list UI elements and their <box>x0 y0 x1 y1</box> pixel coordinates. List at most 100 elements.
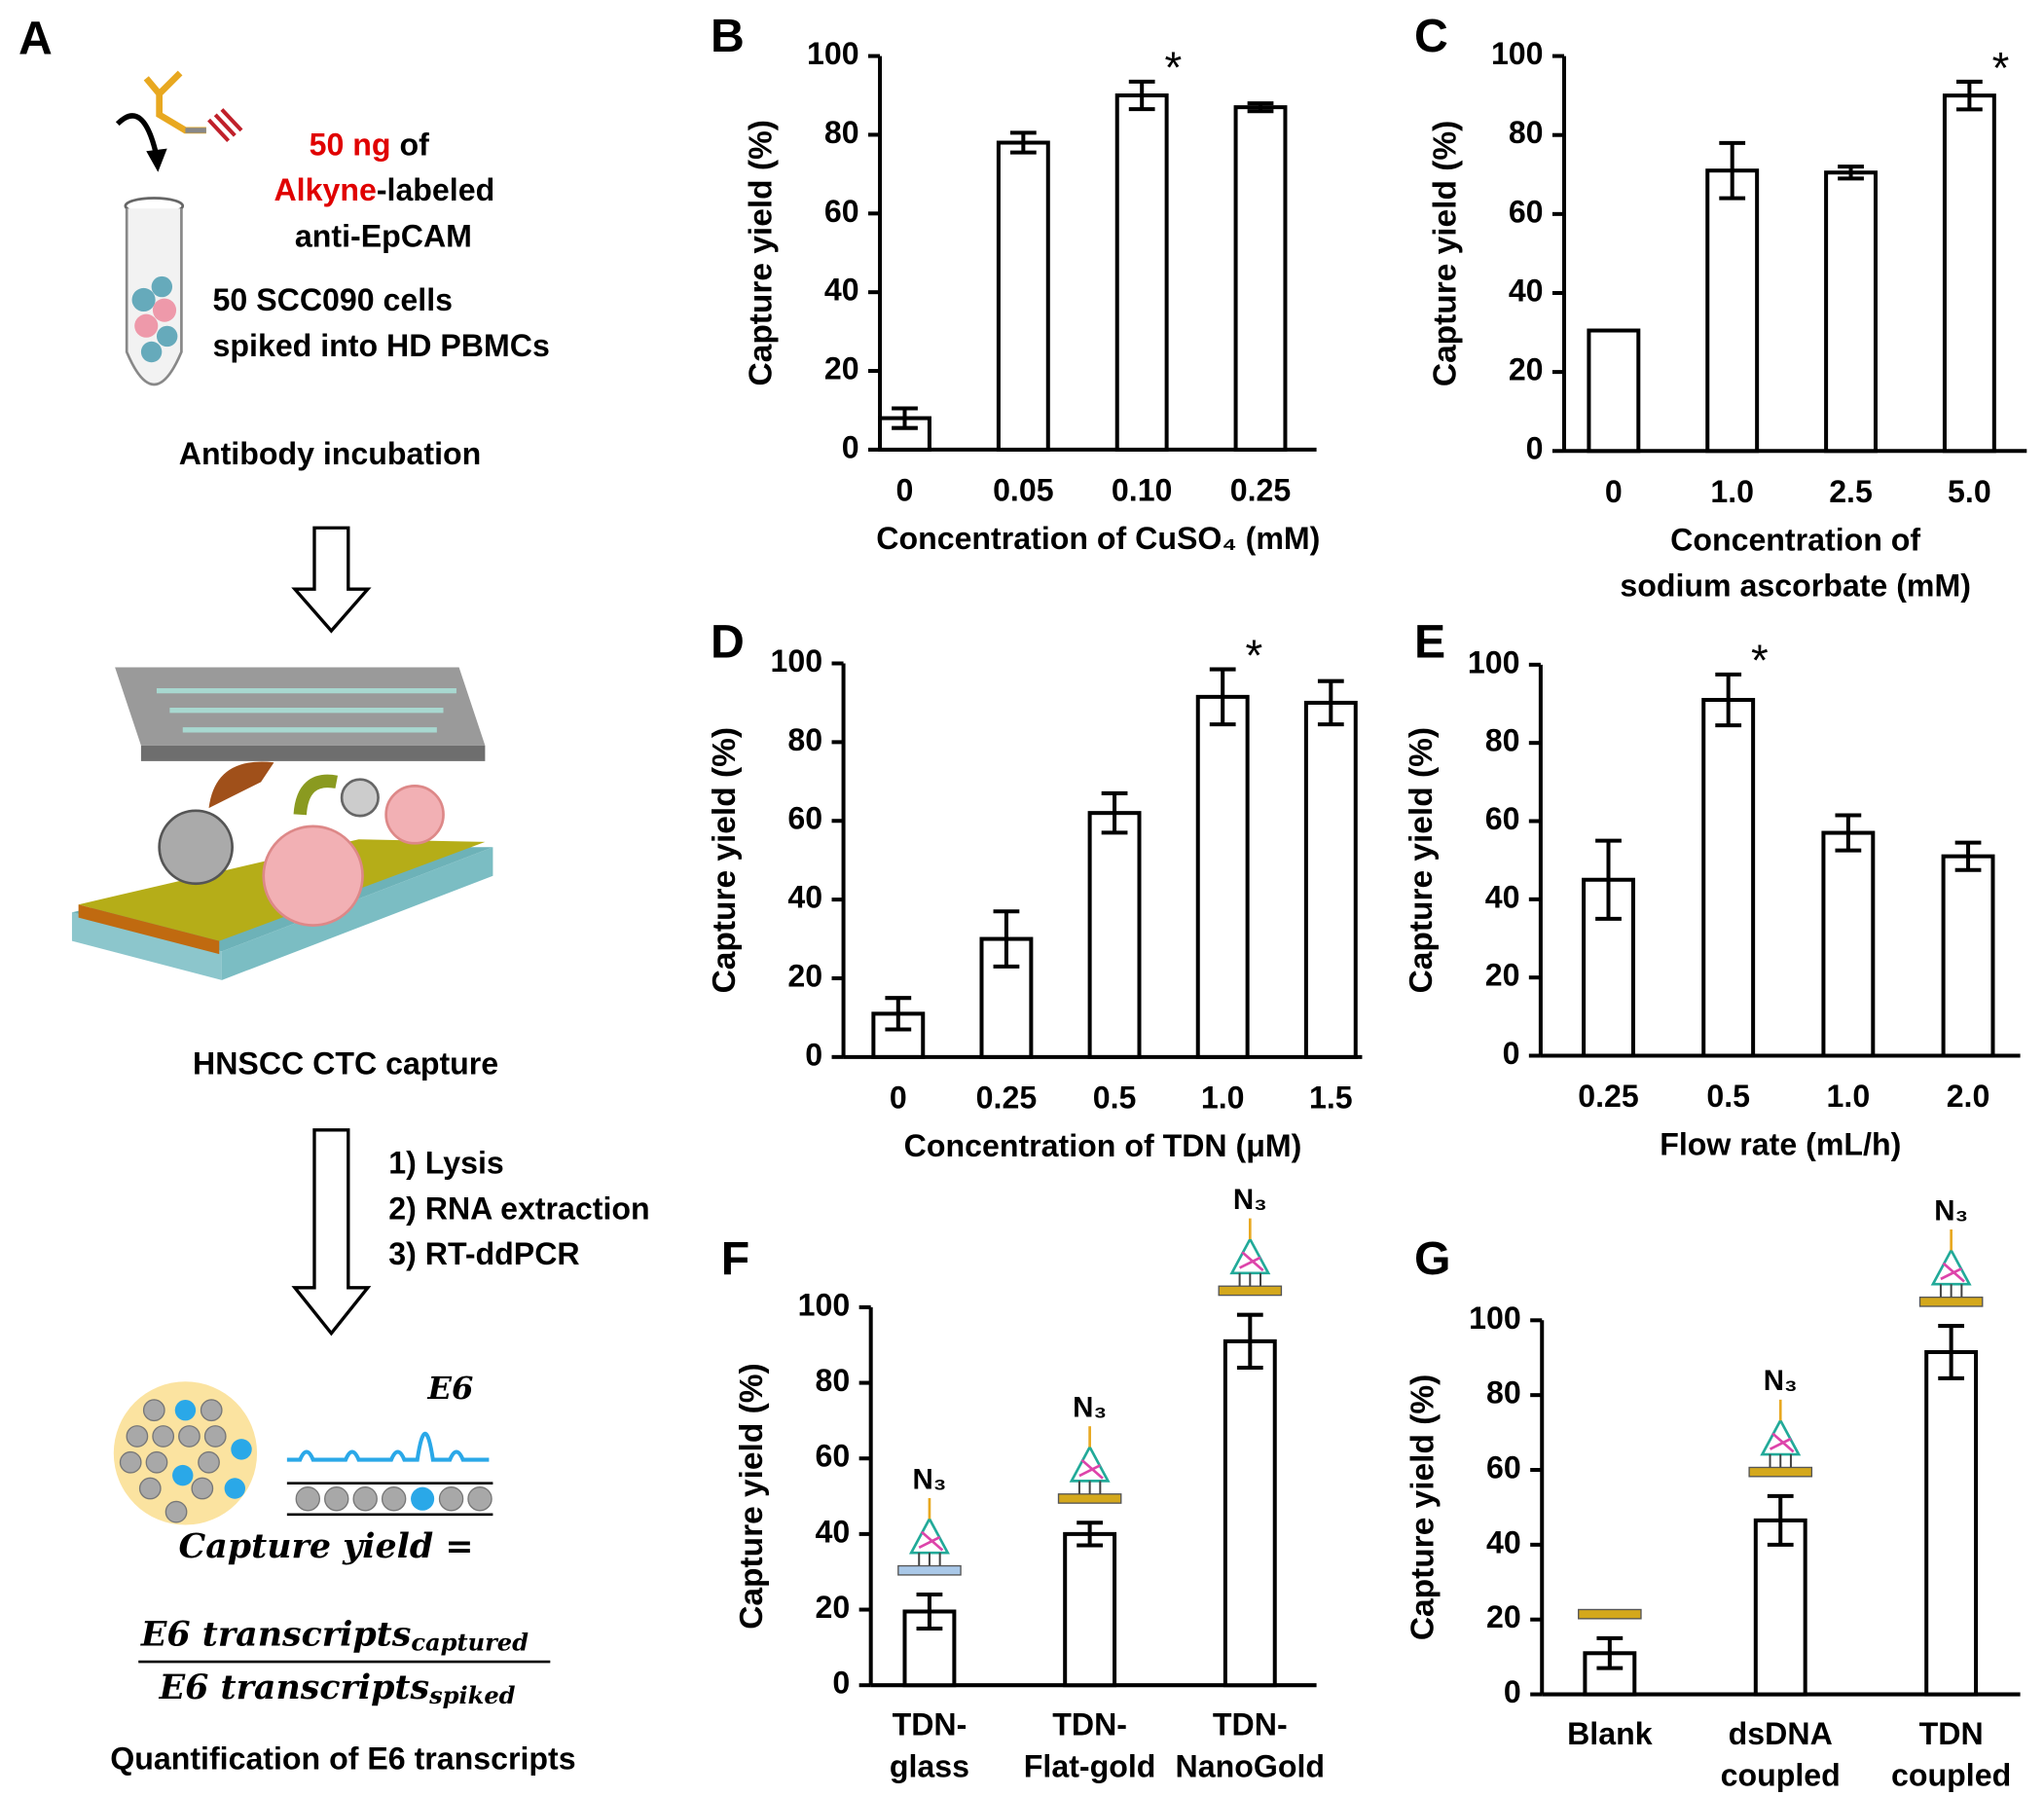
y-tick-label: 0 <box>1526 431 1544 466</box>
y-axis-label: Capture yield (%) <box>734 1363 770 1629</box>
step-list: 1) Lysis <box>388 1145 503 1180</box>
arrow <box>291 1128 372 1337</box>
error-bar <box>1715 672 1742 728</box>
bar <box>996 140 1050 452</box>
y-tick-label: 100 <box>798 1287 851 1322</box>
x-tick-label: 0.05 <box>993 473 1054 508</box>
tdn-icon <box>1238 1251 1264 1272</box>
formula: Capture yield = <box>179 1526 474 1566</box>
numerator-text: E6 transcripts <box>140 1614 411 1654</box>
error-bar <box>1595 838 1622 921</box>
x-tick-label: 0.25 <box>1230 473 1292 508</box>
panel-letter: D <box>711 615 745 668</box>
numerator: E6 transcriptscaptured <box>140 1614 529 1656</box>
significance-mark: * <box>1245 631 1262 680</box>
x-tick-label: 2.5 <box>1829 474 1873 509</box>
x-tick-label: dsDNA <box>1729 1716 1833 1751</box>
y-tick-label: 0 <box>1504 1674 1521 1709</box>
y-tick-label: 40 <box>1485 879 1520 914</box>
error-bar <box>892 406 918 430</box>
substrate <box>1578 1608 1642 1620</box>
y-tick-label: 0 <box>1503 1036 1520 1071</box>
error-bar <box>1128 79 1155 112</box>
y-tick-label: 60 <box>824 194 859 229</box>
x-tick-label: 0 <box>896 473 914 508</box>
panel-letter: F <box>721 1232 749 1285</box>
error-bar <box>993 909 1020 969</box>
icon-label: N₃ <box>1073 1392 1107 1424</box>
y-tick-label: 100 <box>771 643 823 678</box>
y-tick-label: 40 <box>1486 1524 1521 1559</box>
y-tick-label: 60 <box>1485 801 1520 836</box>
peak-label: E6 <box>426 1370 473 1407</box>
y-tick-label: 40 <box>816 1514 851 1549</box>
x-tick-label: 0.25 <box>1578 1079 1639 1114</box>
x-tick-label: 0 <box>1605 474 1623 509</box>
bar <box>1924 1349 1979 1697</box>
x-tick-label: 0.5 <box>1093 1081 1137 1116</box>
x-axis-label: Flow rate (mL/h) <box>1660 1127 1901 1162</box>
error-bar <box>1236 1312 1263 1371</box>
y-tick-label: 60 <box>816 1439 851 1474</box>
y-tick-label: 100 <box>1468 644 1520 679</box>
substrate <box>1748 1466 1813 1478</box>
y-tick-label: 80 <box>816 1363 851 1398</box>
x-tick-label: 0 <box>890 1081 907 1116</box>
x-tick-label: TDN- <box>893 1707 967 1742</box>
icon-label: N₃ <box>1233 1184 1267 1216</box>
bar <box>1701 697 1756 1058</box>
y-axis-label: Capture yield (%) <box>1427 121 1463 386</box>
step-label: Antibody incubation <box>179 436 482 471</box>
y-tick-label: 20 <box>1485 958 1520 993</box>
linker <box>1077 1481 1102 1494</box>
label-rest: -labeled <box>377 173 494 208</box>
x-tick-label: 1.0 <box>1827 1079 1871 1114</box>
y-tick-label: 20 <box>1486 1599 1521 1634</box>
tdn-icon <box>1078 1458 1104 1480</box>
amount-rest: of <box>391 128 430 163</box>
step-list: 3) RT-ddPCR <box>388 1236 579 1271</box>
linker <box>918 1553 941 1566</box>
x-tick-label: 1.0 <box>1710 474 1754 509</box>
bar <box>1753 1518 1807 1697</box>
significance-mark: * <box>1751 636 1769 685</box>
arrow <box>291 526 372 634</box>
y-axis-label: Capture yield (%) <box>1404 727 1440 993</box>
substrate <box>1218 1285 1283 1297</box>
error-bar <box>885 996 912 1032</box>
bar <box>1195 694 1250 1059</box>
x-tick-label: 0.5 <box>1706 1079 1750 1114</box>
droplet-illustration <box>113 1381 493 1525</box>
panel-letter: A <box>18 13 53 65</box>
icon-label: N₃ <box>1764 1365 1798 1397</box>
x-tick-label: Blank <box>1567 1716 1653 1751</box>
x-axis-label: Concentration of TDN (μM) <box>904 1128 1302 1163</box>
x-tick-label: 0.10 <box>1112 473 1173 508</box>
bar <box>1087 811 1142 1059</box>
y-tick-label: 80 <box>787 722 822 757</box>
x-tick-label: TDN- <box>1213 1707 1288 1742</box>
error-bar <box>1767 1493 1794 1547</box>
step-list: 2) RNA extraction <box>388 1191 649 1226</box>
step-label: HNSCC CTC capture <box>193 1046 498 1081</box>
x-tick-label: 0.25 <box>976 1081 1038 1116</box>
tdn-icon <box>918 1530 944 1552</box>
y-axis-label: Capture yield (%) <box>743 120 779 385</box>
y-tick-label: 0 <box>842 429 859 464</box>
linker <box>1939 1284 1963 1298</box>
y-tick-label: 100 <box>807 36 859 71</box>
x-axis-label: Concentration of CuSO₄ (mM) <box>876 521 1320 556</box>
cells-text: spiked into HD PBMCs <box>213 328 550 363</box>
error-bar <box>1835 813 1862 853</box>
bar <box>1941 854 1995 1058</box>
x-tick-label: TDN <box>1919 1716 1984 1751</box>
tdn-icon <box>1769 1432 1795 1453</box>
x-tick-label: coupled <box>1891 1758 2011 1793</box>
error-bar <box>1955 79 1983 112</box>
denominator: E6 transcriptsspiked <box>159 1668 516 1709</box>
step-label: Quantification of E6 transcripts <box>110 1741 575 1776</box>
numerator-sub: captured <box>411 1628 529 1656</box>
panel-letter: B <box>711 10 745 62</box>
y-tick-label: 80 <box>824 115 859 150</box>
x-tick-label: NanoGold <box>1176 1748 1325 1783</box>
